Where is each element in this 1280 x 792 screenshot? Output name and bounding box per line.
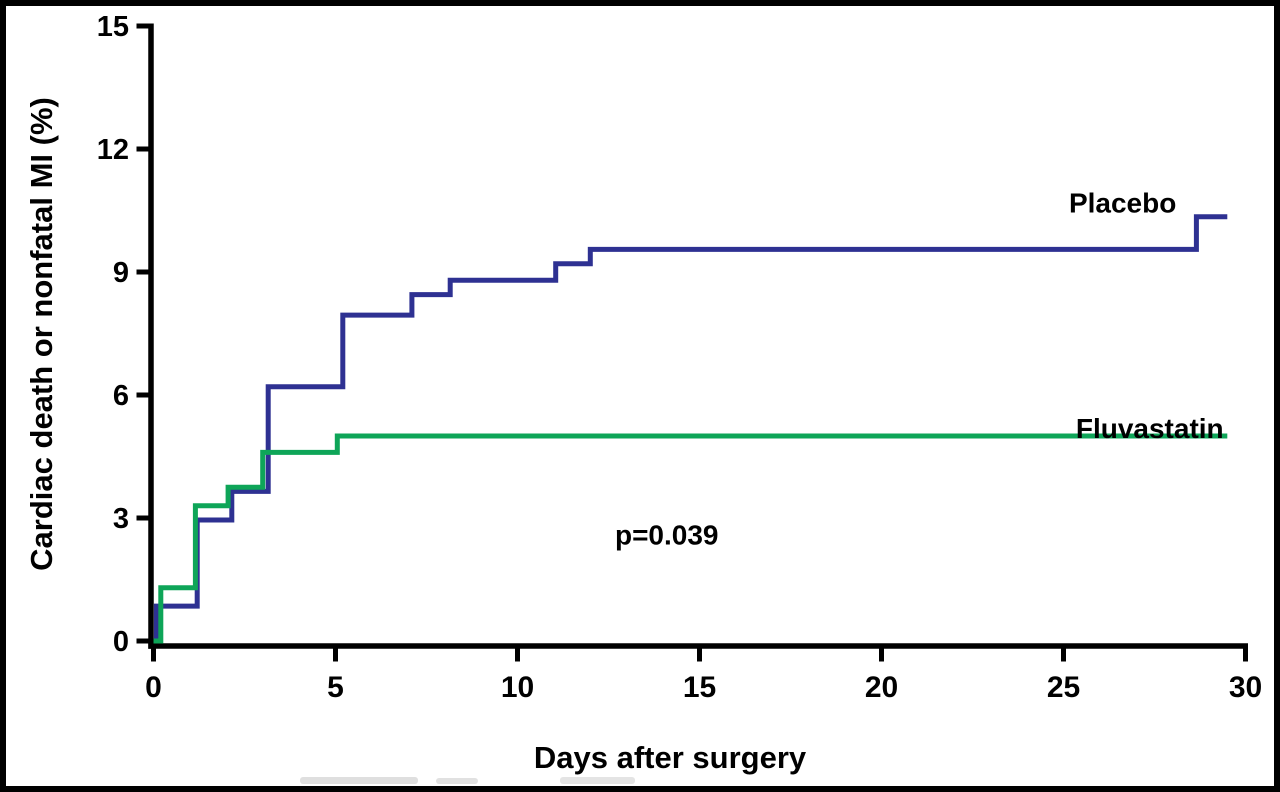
p-value-annotation: p=0.039 <box>615 519 719 550</box>
y-tick-label: 6 <box>113 380 129 412</box>
y-tick-label: 0 <box>113 626 129 658</box>
y-tick-label: 15 <box>97 11 129 43</box>
y-tick-label: 12 <box>97 134 129 166</box>
x-tick-label: 30 <box>1229 671 1262 704</box>
artifact-blob <box>436 778 478 784</box>
series-line-fluvastatin <box>153 433 1228 644</box>
x-tick-label: 5 <box>327 671 344 704</box>
y-tick-label: 9 <box>113 257 129 289</box>
plot-area: 0 3 6 9 12 15 0 5 10 15 20 25 30 <box>97 11 1262 704</box>
bottom-crop-artifact <box>300 777 635 784</box>
x-tick-label: 25 <box>1047 671 1080 704</box>
x-axis-title: Days after surgery <box>534 740 807 775</box>
x-tick-label: 10 <box>501 671 534 704</box>
artifact-blob <box>300 777 418 784</box>
x-tick-label: 15 <box>683 671 716 704</box>
x-tick-label: 0 <box>145 671 162 704</box>
series-label-fluvastatin: Fluvastatin <box>1076 413 1224 444</box>
y-tick-label: 3 <box>113 503 129 535</box>
artifact-blob <box>560 777 635 784</box>
x-tick-label: 20 <box>865 671 898 704</box>
series-label-placebo: Placebo <box>1069 188 1176 219</box>
y-axis-title: Cardiac death or nonfatal MI (%) <box>24 97 59 571</box>
